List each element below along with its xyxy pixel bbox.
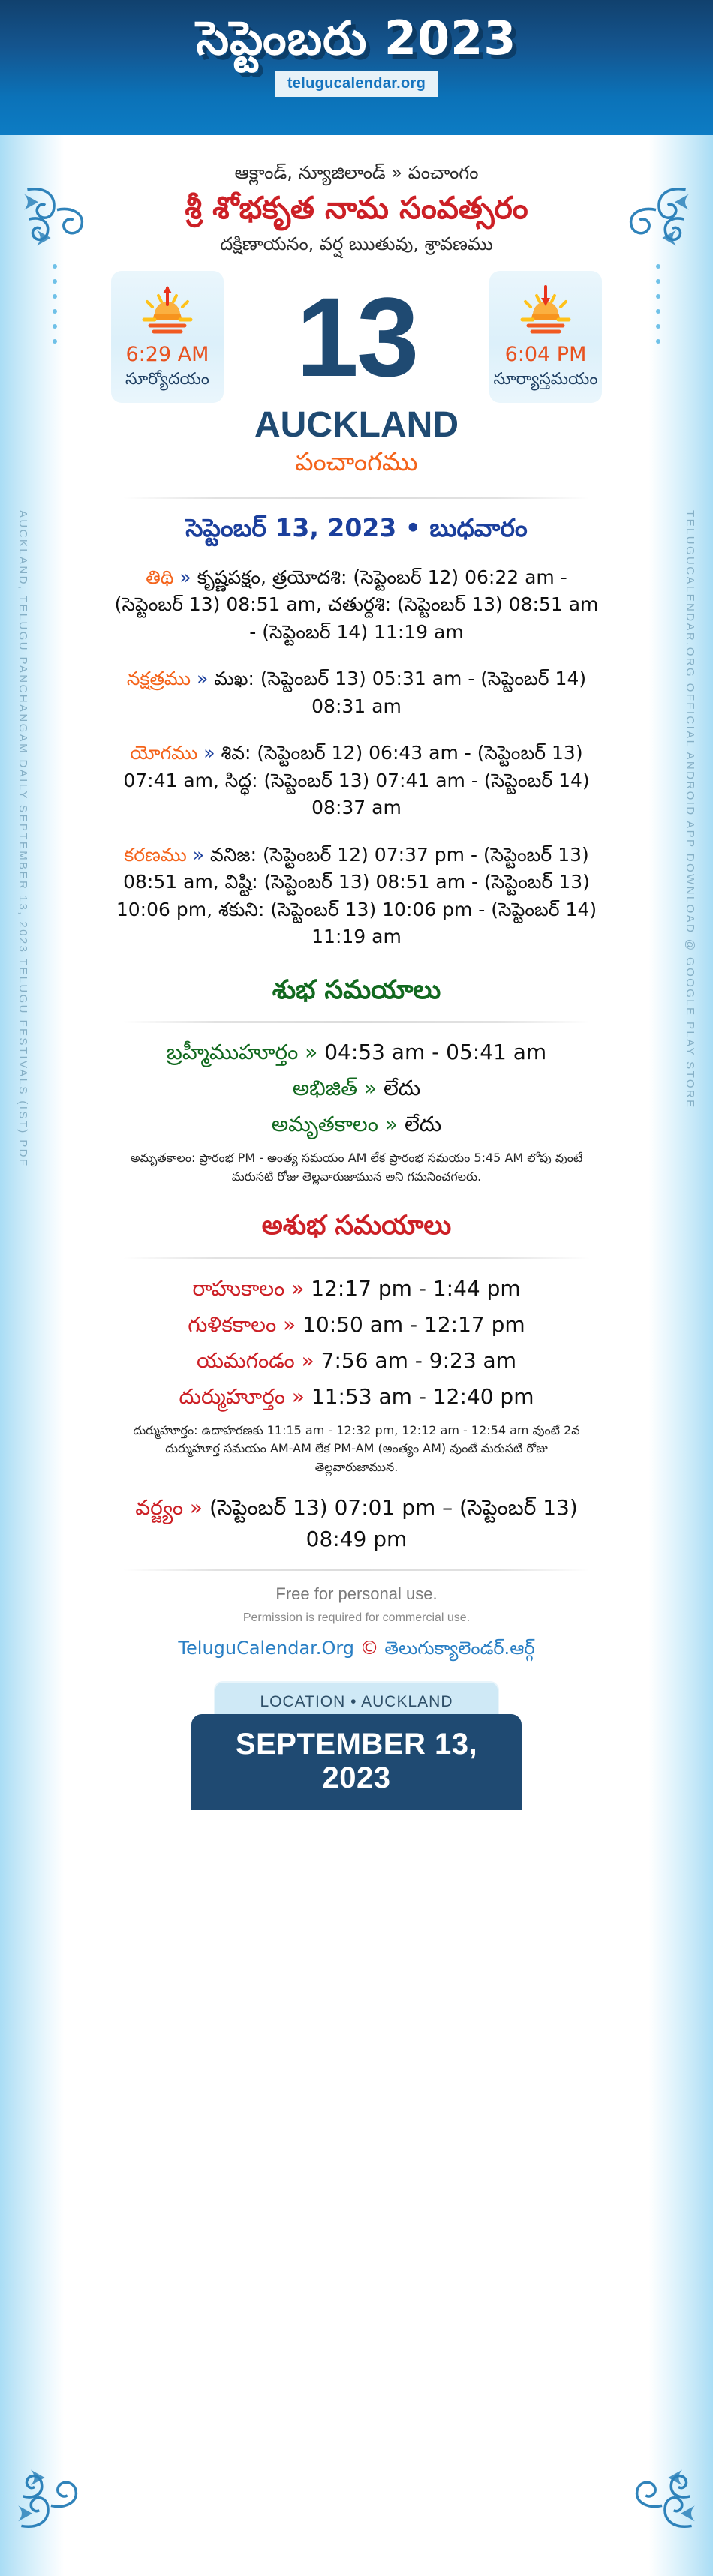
sunrise-icon <box>114 283 221 338</box>
right-vertical-caption: TELUGUCALENDAR.ORG OFFICIAL ANDROID APP … <box>684 510 696 1109</box>
chevron-icon: » <box>291 1275 305 1301</box>
samvatsaram-title: శ్రీ శోభకృత నామ సంవత్సరం <box>185 190 528 227</box>
row-label: అభిజిత్ <box>292 1076 357 1101</box>
auspicious-row-abhijit: అభిజిత్ » లేదు <box>107 1073 606 1104</box>
date-bar: SEPTEMBER 13, 2023 <box>191 1713 522 1810</box>
sunset-label: సూర్యాస్తమయం <box>493 369 598 389</box>
section-title-inauspicious: అశుభ సమయాలు <box>261 1211 452 1241</box>
chevron-icon: » <box>179 566 191 588</box>
banner-website-url[interactable]: telugucalendar.org <box>275 71 438 98</box>
row-label: యోగము <box>130 742 198 764</box>
row-value: 11:53 am - 12:40 pm <box>311 1383 534 1409</box>
row-value: 04:53 am - 05:41 am <box>324 1040 547 1065</box>
intro-block: ఆక్లాండ్, న్యూజిలాండ్ » పంచాంగం శ్రీ శోభ… <box>107 149 606 257</box>
sunset-icon <box>492 283 599 338</box>
row-value: లేదు <box>404 1112 442 1137</box>
section-title-auspicious: శుభ సమయాలు <box>272 974 441 1005</box>
footer-brand-right[interactable]: తెలుగుక్యాలెండర్.ఆర్గ్ <box>384 1637 535 1659</box>
row-value: మఖ: (సెప్టెంబర్ 13) 05:31 am - (సెప్టెంబ… <box>214 668 587 717</box>
left-dot-divider <box>53 264 57 344</box>
city-subtitle: పంచాంగము <box>295 447 418 478</box>
row-label: నక్షత్రము <box>126 668 191 690</box>
row-value: కృష్ణపక్షం, త్రయోదశి: (సెప్టెంబర్ 12) 06… <box>114 566 599 643</box>
chevron-icon: » <box>192 843 205 866</box>
sunset-time: 6:04 PM <box>504 342 587 366</box>
auspicious-row-amrita-kalam: అమృతకాలం » లేదు <box>107 1109 606 1140</box>
day-number: 13 <box>296 273 420 400</box>
city-block: AUCKLAND పంచాంగము <box>107 404 606 483</box>
corner-ornament-icon <box>636 2469 695 2529</box>
banner-month-title: సెప్టెంబరు 2023 <box>196 11 517 65</box>
row-label: రాహుకాలం <box>192 1275 285 1301</box>
sunrise-label: సూర్యోదయం <box>125 369 209 389</box>
row-label: దుర్ముహూర్తం <box>179 1383 285 1409</box>
auspicious-row-brahma-muhurtam: బ్రహ్మీముహూర్తం » 04:53 am - 05:41 am <box>107 1037 606 1068</box>
inauspicious-row-gulika-kalam: గుళికకాలం » 10:50 am - 12:17 pm <box>107 1309 606 1341</box>
free-use-text: Free for personal use. <box>275 1584 438 1603</box>
panchangam-row-tithi: తిథి » కృష్ణపక్షం, త్రయోదశి: (సెప్టెంబర్… <box>113 564 600 647</box>
panchangam-row-nakshatram: నక్షత్రము » మఖ: (సెప్టెంబర్ 13) 05:31 am… <box>113 665 600 720</box>
row-value: 10:50 am - 12:17 pm <box>302 1311 525 1337</box>
row-value: 7:56 am - 9:23 am <box>320 1347 516 1373</box>
chevron-icon: » <box>305 1040 318 1065</box>
row-value: లేదు <box>383 1076 421 1101</box>
breadcrumb: ఆక్లాండ్, న్యూజిలాండ్ » పంచాంగం <box>234 162 479 183</box>
permission-text: Permission is required for commercial us… <box>242 1611 471 1624</box>
sunrise-time: 6:29 AM <box>125 342 209 366</box>
divider <box>123 1568 590 1571</box>
auspicious-note: అమృతకాలం: ప్రారంభ PM - అంత్య సమయం AM లేక… <box>130 1151 583 1184</box>
panchangam-row-yogam: యోగము » శివ: (సెప్టెంబర్ 12) 06:43 am - … <box>113 740 600 822</box>
sunrise-block: 6:29 AM సూర్యోదయం <box>111 270 224 404</box>
footer-brand-left[interactable]: TeluguCalendar.Org <box>178 1637 355 1659</box>
chevron-icon: » <box>363 1076 378 1101</box>
corner-ornament-icon <box>18 2469 77 2529</box>
ayanam-ritu-masam: దక్షిణాయనం, వర్ష ఋతువు, శ్రావణము <box>220 233 493 254</box>
city-name: AUCKLAND <box>254 405 459 446</box>
divider <box>123 497 590 500</box>
inauspicious-row-durmuhurtam: దుర్ముహూర్తం » 11:53 am - 12:40 pm <box>107 1381 606 1413</box>
page-title: సెప్టెంబర్ 13, 2023 • బుధవారం <box>185 513 528 543</box>
inauspicious-note: దుర్ముహూర్తం: ఉదాహరణకు 11:15 am - 12:32 … <box>133 1422 580 1475</box>
left-vertical-caption-text: AUCKLAND, TELUGU PANCHANGAM DAILY SEPTEM… <box>17 510 29 1168</box>
row-label: అమృతకాలం <box>271 1112 378 1137</box>
corner-ornament-icon <box>24 187 83 246</box>
chevron-icon: » <box>196 668 209 690</box>
chevron-icon: » <box>301 1347 314 1373</box>
row-label: గుళికకాలం <box>188 1311 277 1337</box>
inauspicious-row-rahu-kalam: రాహుకాలం » 12:17 pm - 1:44 pm <box>107 1273 606 1305</box>
sunset-block: 6:04 PM సూర్యాస్తమయం <box>489 270 602 404</box>
sunrise-sunset-row: 6:29 AM సూర్యోదయం 13 <box>107 270 606 404</box>
row-value: శివ: (సెప్టెంబర్ 12) 06:43 am - (సెప్టెం… <box>123 742 590 819</box>
footer-brand[interactable]: TeluguCalendar.Org © తెలుగుక్యాలెండర్.ఆర… <box>107 1637 606 1677</box>
row-value: వనిజ: (సెప్టెంబర్ 12) 07:37 pm - (సెప్టె… <box>116 843 597 948</box>
corner-ornament-icon <box>630 187 689 246</box>
panchangam-card: ఆక్లాండ్, న్యూజిలాండ్ » పంచాంగం శ్రీ శోభ… <box>96 135 617 1677</box>
page-banner: సెప్టెంబరు 2023 telugucalendar.org <box>0 0 713 135</box>
divider <box>123 1021 590 1024</box>
chevron-icon: » <box>203 742 215 764</box>
right-dot-divider <box>656 264 660 344</box>
inauspicious-row-varjyam: వర్జ్యం » (సెప్టెంబర్ 13) 07:01 pm – (సె… <box>107 1492 606 1555</box>
day-number-value: 13 <box>296 273 420 400</box>
divider <box>123 1256 590 1259</box>
chevron-icon: » <box>189 1494 203 1520</box>
row-label: యమగండం <box>197 1347 295 1373</box>
row-label: తిథి <box>146 566 174 588</box>
right-vertical-caption-text: TELUGUCALENDAR.ORG OFFICIAL ANDROID APP … <box>684 510 696 1109</box>
inauspicious-row-yamagandam: యమగండం » 7:56 am - 9:23 am <box>107 1345 606 1377</box>
row-value: 12:17 pm - 1:44 pm <box>311 1275 521 1301</box>
row-value: (సెప్టెంబర్ 13) 07:01 pm – (సెప్టెంబర్ 1… <box>209 1494 578 1551</box>
left-vertical-caption: AUCKLAND, TELUGU PANCHANGAM DAILY SEPTEM… <box>17 510 29 1167</box>
chevron-icon: » <box>384 1112 399 1137</box>
row-label: కరణము <box>124 843 187 866</box>
copyright-icon: © <box>360 1636 379 1659</box>
chevron-icon: » <box>283 1311 296 1337</box>
panchangam-row-karanam: కరణము » వనిజ: (సెప్టెంబర్ 12) 07:37 pm -… <box>113 842 600 951</box>
chevron-icon: » <box>291 1383 305 1409</box>
row-label: బ్రహ్మీముహూర్తం <box>166 1040 299 1065</box>
row-label: వర్జ్యం <box>135 1494 184 1520</box>
